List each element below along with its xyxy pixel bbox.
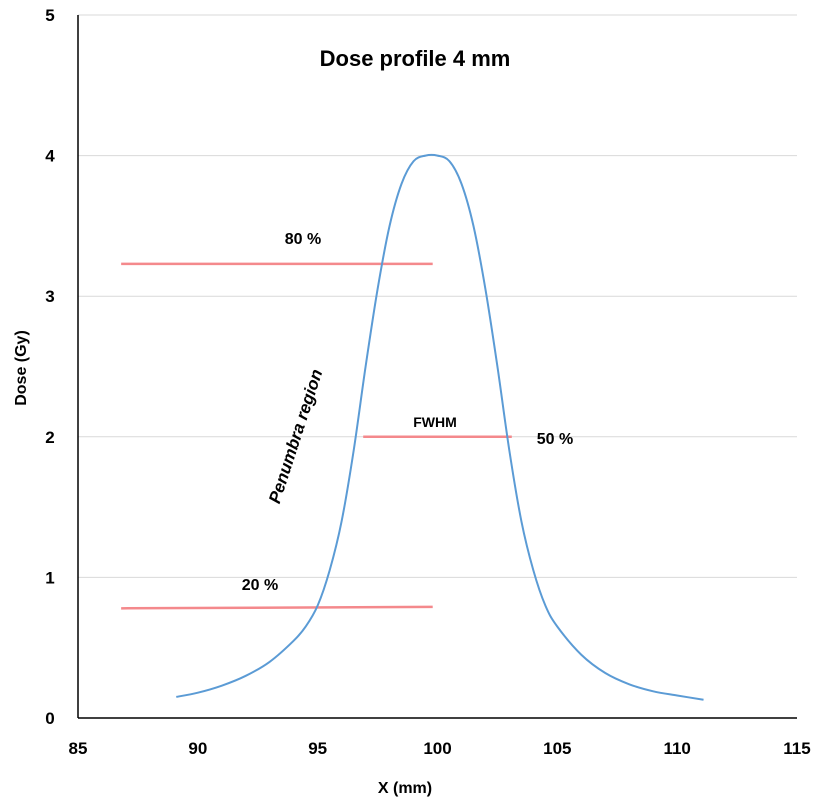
y-tick-label: 4: [45, 147, 55, 166]
x-tick-label: 100: [423, 739, 451, 758]
reference-lines: [121, 264, 512, 608]
x-tick-label: 90: [188, 739, 207, 758]
y-tick-labels: 0 1 2 3 4 5: [45, 6, 55, 728]
y-tick-label: 1: [45, 568, 54, 587]
x-tick-label: 115: [783, 739, 810, 758]
y-tick-label: 0: [45, 709, 54, 728]
y-tick-label: 5: [45, 6, 54, 25]
x-tick-label: 105: [543, 739, 571, 758]
grid-lines: [78, 15, 797, 577]
x-tick-label: 110: [663, 739, 690, 758]
reference-line-3: [121, 607, 433, 608]
y-tick-label: 3: [45, 287, 54, 306]
x-tick-labels: 85 90 95 100 105 110 115: [69, 739, 811, 758]
label-80-percent: 80 %: [285, 231, 321, 248]
y-tick-label: 2: [45, 428, 54, 447]
label-fwhm: FWHM: [413, 414, 457, 430]
x-axis-title: X (mm): [378, 780, 432, 797]
chart-title: Dose profile 4 mm: [320, 46, 511, 71]
x-tick-label: 95: [308, 739, 327, 758]
label-20-percent: 20 %: [242, 577, 278, 594]
y-axis-title: Dose (Gy): [13, 330, 30, 406]
label-50-percent: 50 %: [537, 431, 573, 448]
x-tick-label: 85: [69, 739, 88, 758]
